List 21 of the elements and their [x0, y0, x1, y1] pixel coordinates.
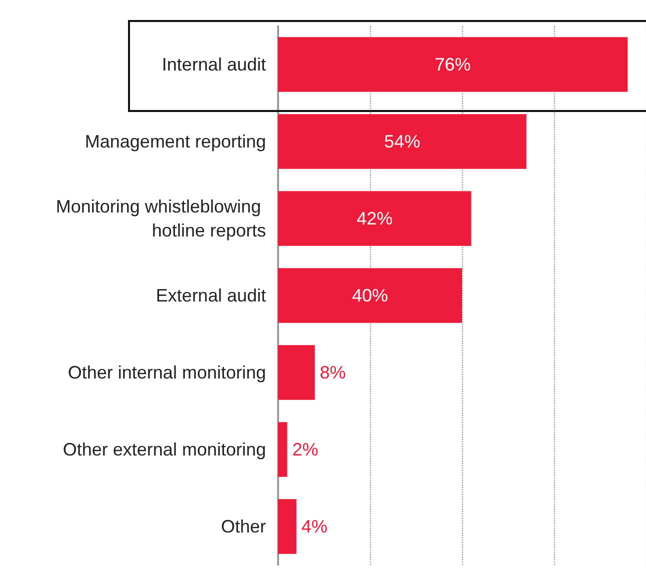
- y-tick-label: Management reporting: [84, 132, 266, 152]
- data-label: 54%: [384, 132, 420, 152]
- y-tick-label: Internal audit: [162, 54, 266, 74]
- data-label: 76%: [434, 54, 471, 74]
- data-label: 8%: [320, 362, 346, 382]
- bar: [278, 499, 296, 554]
- bar: [278, 191, 472, 246]
- y-tick-label: External audit: [156, 286, 266, 306]
- y-tick-label: Other external monitoring: [62, 440, 266, 460]
- bar: [278, 422, 288, 477]
- bar: [278, 37, 628, 92]
- bar: [278, 268, 462, 323]
- y-tick-label: Monitoring whistleblowing hotline reports: [56, 196, 266, 240]
- data-label: 2%: [292, 440, 318, 460]
- bar: [278, 345, 315, 400]
- data-label: 40%: [352, 286, 388, 306]
- bar: [278, 114, 526, 169]
- y-tick-label: Other internal monitoring: [68, 362, 266, 382]
- y-tick-label: Other: [220, 516, 266, 536]
- data-label: 4%: [301, 516, 328, 536]
- data-label: 42%: [356, 208, 393, 228]
